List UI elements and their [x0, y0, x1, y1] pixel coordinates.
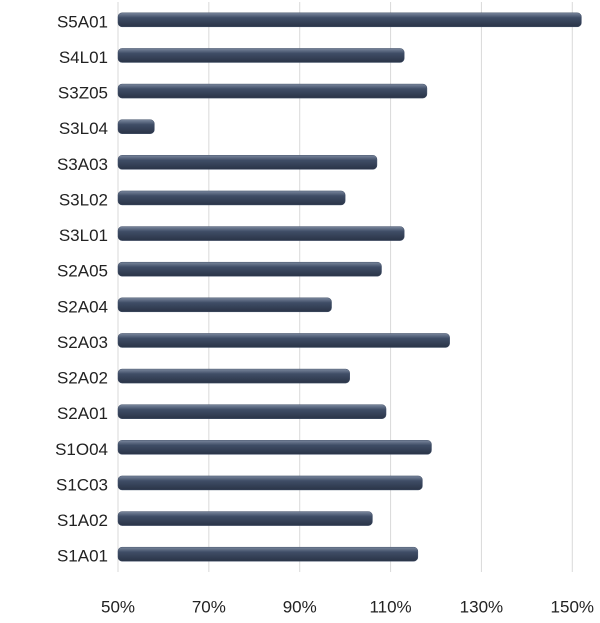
bar: [117, 511, 373, 526]
bar: [117, 83, 428, 99]
y-tick-label: S2A01: [57, 404, 108, 423]
bar: [117, 190, 346, 206]
bar: [117, 475, 423, 491]
bar: [117, 48, 405, 63]
bar: [117, 440, 432, 455]
x-tick-label: 130%: [460, 597, 503, 616]
y-tick-label: S5A01: [57, 12, 108, 31]
bar: [117, 368, 350, 384]
bar: [117, 404, 387, 419]
y-tick-label: S2A03: [57, 333, 108, 352]
x-tick-label: 70%: [192, 597, 226, 616]
bar: [117, 297, 332, 313]
x-tick-label: 110%: [369, 597, 411, 616]
y-tick-label: S4L01: [59, 48, 108, 67]
bar: [117, 261, 382, 277]
y-tick-label: S3L04: [59, 119, 108, 138]
y-tick-label: S2A02: [57, 369, 108, 388]
y-tick-label: S1O04: [55, 440, 108, 459]
bar: [117, 155, 378, 170]
bar: [117, 226, 405, 241]
y-tick-label: S3L02: [59, 190, 108, 209]
y-tick-label: S2A05: [57, 262, 108, 281]
bar: [117, 119, 155, 134]
bar: [117, 12, 582, 28]
y-tick-label: S3A03: [57, 155, 108, 174]
y-tick-label: S1A01: [57, 547, 108, 566]
x-tick-label: 150%: [551, 597, 594, 616]
bar: [117, 546, 419, 562]
bar: [117, 333, 450, 348]
y-tick-label: S1C03: [56, 475, 108, 494]
x-tick-label: 50%: [101, 597, 135, 616]
y-tick-label: S3L01: [59, 226, 108, 245]
y-tick-label: S3Z05: [58, 84, 108, 103]
x-tick-label: 90%: [283, 597, 317, 616]
y-tick-label: S1A02: [57, 511, 108, 530]
y-tick-label: S2A04: [57, 297, 108, 316]
